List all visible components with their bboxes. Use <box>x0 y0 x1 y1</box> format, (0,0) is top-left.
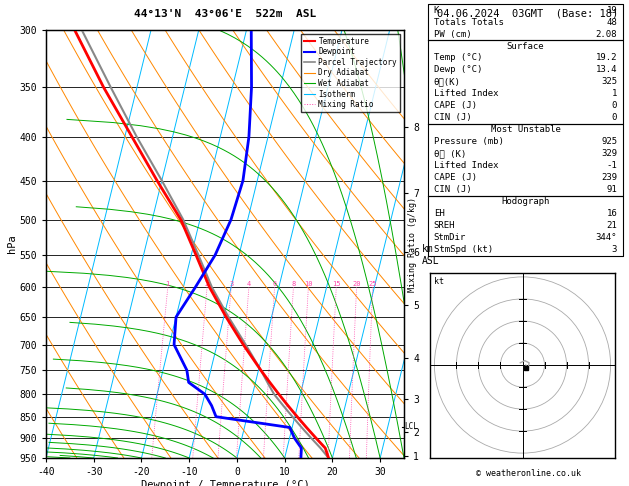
Text: 15: 15 <box>332 281 340 287</box>
Y-axis label: km
ASL: km ASL <box>421 244 439 266</box>
Text: 16: 16 <box>606 209 617 219</box>
X-axis label: Dewpoint / Temperature (°C): Dewpoint / Temperature (°C) <box>141 480 309 486</box>
Text: 8: 8 <box>291 281 296 287</box>
Text: 4: 4 <box>247 281 251 287</box>
Text: CAPE (J): CAPE (J) <box>434 174 477 183</box>
Text: StmSpd (kt): StmSpd (kt) <box>434 245 493 255</box>
Text: θᴄ(K): θᴄ(K) <box>434 77 460 87</box>
Text: 0: 0 <box>612 102 617 110</box>
Text: CAPE (J): CAPE (J) <box>434 102 477 110</box>
Text: 20: 20 <box>352 281 361 287</box>
Text: 91: 91 <box>606 186 617 194</box>
Text: PW (cm): PW (cm) <box>434 30 472 38</box>
Text: θᴄ (K): θᴄ (K) <box>434 150 466 158</box>
Text: 6: 6 <box>272 281 277 287</box>
Text: 19: 19 <box>606 5 617 15</box>
Text: Most Unstable: Most Unstable <box>491 125 560 135</box>
Text: 48: 48 <box>606 17 617 27</box>
Text: 10: 10 <box>304 281 313 287</box>
Text: Mixing Ratio (g/kg): Mixing Ratio (g/kg) <box>408 196 417 292</box>
Text: 25: 25 <box>369 281 377 287</box>
Text: LCL: LCL <box>404 422 418 431</box>
Text: CIN (J): CIN (J) <box>434 114 472 122</box>
Text: Temp (°C): Temp (°C) <box>434 53 482 63</box>
Text: K: K <box>434 5 439 15</box>
Text: 21: 21 <box>606 222 617 230</box>
Text: 3: 3 <box>229 281 233 287</box>
Text: Dewp (°C): Dewp (°C) <box>434 66 482 74</box>
Text: Surface: Surface <box>507 41 544 51</box>
Text: 344°: 344° <box>596 233 617 243</box>
Text: 3: 3 <box>612 245 617 255</box>
Text: 329: 329 <box>601 150 617 158</box>
Text: 239: 239 <box>601 174 617 183</box>
Text: 19.2: 19.2 <box>596 53 617 63</box>
Text: 925: 925 <box>601 138 617 146</box>
Text: StmDir: StmDir <box>434 233 466 243</box>
Text: 2.08: 2.08 <box>596 30 617 38</box>
Text: 04.06.2024  03GMT  (Base: 18): 04.06.2024 03GMT (Base: 18) <box>437 9 619 19</box>
Text: Lifted Index: Lifted Index <box>434 161 498 171</box>
Text: 1: 1 <box>165 281 170 287</box>
Text: 44°13'N  43°06'E  522m  ASL: 44°13'N 43°06'E 522m ASL <box>134 9 316 19</box>
Text: 325: 325 <box>601 77 617 87</box>
Text: -1: -1 <box>606 161 617 171</box>
Text: 13.4: 13.4 <box>596 66 617 74</box>
Text: EH: EH <box>434 209 445 219</box>
Text: kt: kt <box>435 277 445 286</box>
Legend: Temperature, Dewpoint, Parcel Trajectory, Dry Adiabat, Wet Adiabat, Isotherm, Mi: Temperature, Dewpoint, Parcel Trajectory… <box>301 34 400 112</box>
Text: Hodograph: Hodograph <box>501 197 550 207</box>
Text: Totals Totals: Totals Totals <box>434 17 504 27</box>
Y-axis label: hPa: hPa <box>6 235 16 253</box>
Text: 0: 0 <box>612 114 617 122</box>
Text: 2: 2 <box>205 281 209 287</box>
Text: Lifted Index: Lifted Index <box>434 89 498 99</box>
Text: CIN (J): CIN (J) <box>434 186 472 194</box>
Text: © weatheronline.co.uk: © weatheronline.co.uk <box>476 469 581 478</box>
Text: Pressure (mb): Pressure (mb) <box>434 138 504 146</box>
Text: 1: 1 <box>612 89 617 99</box>
Text: SREH: SREH <box>434 222 455 230</box>
